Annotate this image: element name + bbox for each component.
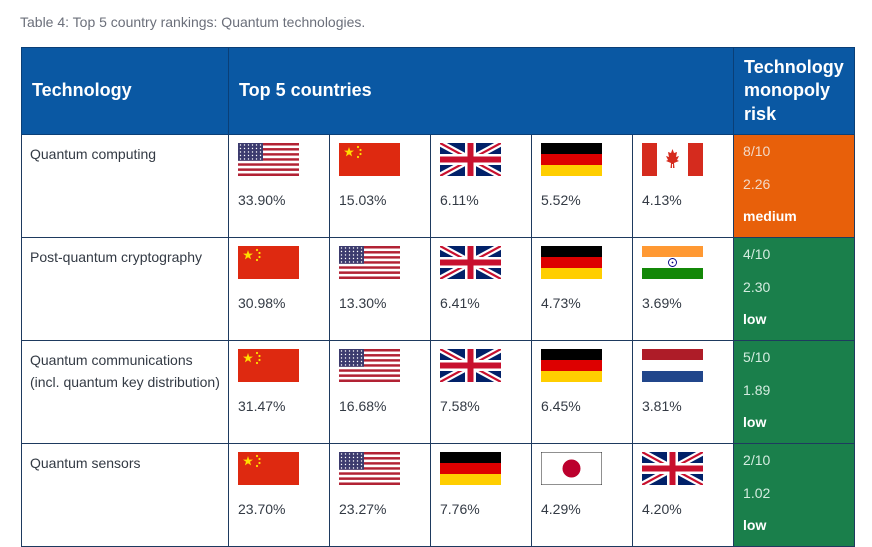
country-share: 5.52% [541, 192, 581, 209]
monopoly-risk-cell: 4/10 2.30 low [733, 237, 856, 342]
technology-name: Quantum sensors [21, 443, 229, 547]
risk-level: low [743, 517, 767, 534]
technology-name: Quantum communications (incl. quantum ke… [21, 340, 229, 445]
us-flag-icon [339, 452, 400, 486]
country-share: 4.29% [541, 501, 581, 518]
de-flag-icon [541, 143, 602, 177]
country-share: 31.47% [238, 398, 286, 415]
nl-flag-icon [642, 349, 703, 383]
country-cell: 3.69% [631, 237, 735, 342]
risk-index: 1.89 [743, 382, 771, 399]
de-flag-icon [440, 452, 501, 486]
risk-score: 8/10 [743, 143, 771, 160]
country-cell: 4.73% [531, 237, 633, 342]
jp-flag-icon [541, 452, 602, 486]
header-row: Technology Top 5 countries Technology mo… [21, 46, 856, 136]
country-cell: 6.11% [430, 134, 532, 239]
header-monopoly-risk: Technology monopoly risk [733, 46, 856, 136]
table-row: Quantum computing 33.90% 15.03% 6.11% 5.5… [21, 134, 856, 239]
header-technology: Technology [21, 46, 229, 136]
cn-flag-icon [238, 246, 299, 280]
risk-score: 5/10 [743, 349, 771, 366]
country-share: 7.76% [440, 501, 480, 518]
country-share: 3.69% [642, 295, 682, 312]
country-cell: 4.20% [631, 443, 735, 547]
gb-flag-icon [642, 452, 703, 486]
country-share: 23.27% [339, 501, 387, 518]
country-cell: 23.70% [228, 443, 330, 547]
ca-flag-icon [642, 143, 703, 177]
risk-index: 1.02 [743, 485, 771, 502]
country-share: 15.03% [339, 192, 387, 209]
country-share: 7.58% [440, 398, 480, 415]
country-cell: 13.30% [329, 237, 431, 342]
risk-score: 4/10 [743, 246, 771, 263]
de-flag-icon [541, 349, 602, 383]
country-share: 3.81% [642, 398, 682, 415]
country-rankings-table: Technology Top 5 countries Technology mo… [21, 46, 856, 547]
country-cell: 4.29% [531, 443, 633, 547]
country-share: 4.73% [541, 295, 581, 312]
country-share: 16.68% [339, 398, 387, 415]
country-share: 6.45% [541, 398, 581, 415]
risk-index: 2.30 [743, 279, 771, 296]
country-cell: 23.27% [329, 443, 431, 547]
de-flag-icon [541, 246, 602, 280]
country-cell: 7.58% [430, 340, 532, 445]
technology-name: Quantum computing [21, 134, 229, 239]
header-top5-countries: Top 5 countries [227, 46, 735, 136]
country-share: 4.20% [642, 501, 682, 518]
table-row: Quantum communications (incl. quantum ke… [21, 340, 856, 445]
table-caption: Table 4: Top 5 country rankings: Quantum… [20, 14, 366, 30]
country-share: 13.30% [339, 295, 387, 312]
country-cell: 6.41% [430, 237, 532, 342]
gb-flag-icon [440, 349, 501, 383]
risk-score: 2/10 [743, 452, 771, 469]
us-flag-icon [339, 246, 400, 280]
us-flag-icon [238, 143, 299, 177]
gb-flag-icon [440, 143, 501, 177]
country-cell: 5.52% [531, 134, 633, 239]
cn-flag-icon [339, 143, 400, 177]
in-flag-icon [642, 246, 703, 280]
country-cell: 4.13% [631, 134, 735, 239]
technology-name: Post-quantum cryptography [21, 237, 229, 342]
country-cell: 3.81% [631, 340, 735, 445]
country-share: 4.13% [642, 192, 682, 209]
country-share: 23.70% [238, 501, 286, 518]
country-cell: 31.47% [228, 340, 330, 445]
cn-flag-icon [238, 349, 299, 383]
risk-index: 2.26 [743, 176, 771, 193]
monopoly-risk-cell: 5/10 1.89 low [733, 340, 856, 445]
table-row: Post-quantum cryptography 30.98% 13.30% 6… [21, 237, 856, 342]
cn-flag-icon [238, 452, 299, 486]
monopoly-risk-cell: 8/10 2.26 medium [733, 134, 856, 239]
country-share: 6.11% [440, 192, 479, 209]
country-share: 6.41% [440, 295, 480, 312]
us-flag-icon [339, 349, 400, 383]
risk-level: low [743, 414, 767, 431]
risk-level: low [743, 311, 767, 328]
risk-level: medium [743, 208, 797, 225]
country-share: 33.90% [238, 192, 286, 209]
monopoly-risk-cell: 2/10 1.02 low [733, 443, 856, 547]
country-cell: 6.45% [531, 340, 633, 445]
country-cell: 15.03% [329, 134, 431, 239]
country-cell: 16.68% [329, 340, 431, 445]
country-cell: 7.76% [430, 443, 532, 547]
country-cell: 30.98% [228, 237, 330, 342]
country-share: 30.98% [238, 295, 286, 312]
table-row: Quantum sensors 23.70% 23.27% 7.76% 4.29%… [21, 443, 856, 547]
gb-flag-icon [440, 246, 501, 280]
country-cell: 33.90% [228, 134, 330, 239]
